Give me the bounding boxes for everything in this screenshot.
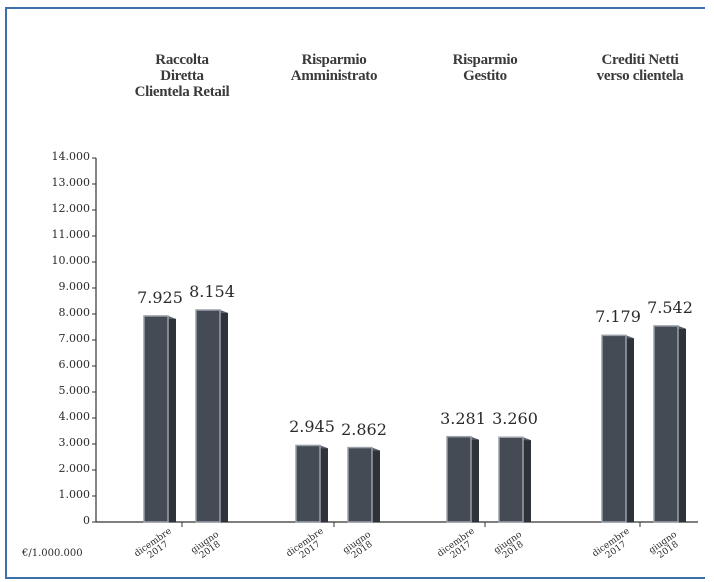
y-tick-label: 1.000 xyxy=(58,488,91,501)
data-label: 2.945 xyxy=(289,417,335,437)
bar xyxy=(143,315,169,523)
bar xyxy=(653,325,679,523)
bar xyxy=(498,436,524,523)
data-label: 3.260 xyxy=(492,409,538,429)
bar xyxy=(195,309,221,523)
y-tick-label: 12.000 xyxy=(51,202,91,215)
bar xyxy=(295,444,321,523)
y-tick-label: 9.000 xyxy=(58,280,91,293)
group-title: Crediti Netti verso clientela xyxy=(596,52,684,84)
y-tick-label: 3.000 xyxy=(58,436,91,449)
group-title: Raccolta Diretta Clientela Retail xyxy=(134,52,230,100)
y-tick-label: 13.000 xyxy=(51,176,91,189)
bar xyxy=(601,334,627,523)
y-tick-label: 6.000 xyxy=(58,358,91,371)
group-title: Risparmio Amministrato xyxy=(290,52,378,84)
y-tick-label: 0 xyxy=(83,514,90,527)
y-tick-label: 5.000 xyxy=(58,384,91,397)
y-tick-label: 8.000 xyxy=(58,306,91,319)
bar-side xyxy=(626,335,634,522)
data-label: 2.862 xyxy=(341,419,387,439)
bar xyxy=(446,435,472,523)
chart-frame xyxy=(5,7,705,579)
bar-side xyxy=(320,445,328,522)
data-label: 3.281 xyxy=(440,408,486,428)
bar-side xyxy=(372,447,380,522)
data-label: 7.925 xyxy=(137,287,183,307)
group-title: Risparmio Gestito xyxy=(452,52,518,84)
bar xyxy=(347,446,373,523)
bar-side xyxy=(471,436,479,522)
bar-side xyxy=(220,309,228,522)
data-label: 8.154 xyxy=(189,281,235,301)
y-tick-label: 11.000 xyxy=(51,228,91,241)
bar-side xyxy=(523,437,531,522)
bar-side xyxy=(678,325,686,522)
y-tick-label: 14.000 xyxy=(51,150,91,163)
unit-label: €/1.000.000 xyxy=(22,548,83,559)
y-tick-label: 10.000 xyxy=(51,254,91,267)
data-label: 7.542 xyxy=(647,297,693,317)
bar-side xyxy=(168,315,176,522)
y-tick-label: 4.000 xyxy=(58,410,91,423)
data-label: 7.179 xyxy=(595,307,641,327)
y-tick-label: 2.000 xyxy=(58,462,91,475)
y-tick-label: 7.000 xyxy=(58,332,91,345)
